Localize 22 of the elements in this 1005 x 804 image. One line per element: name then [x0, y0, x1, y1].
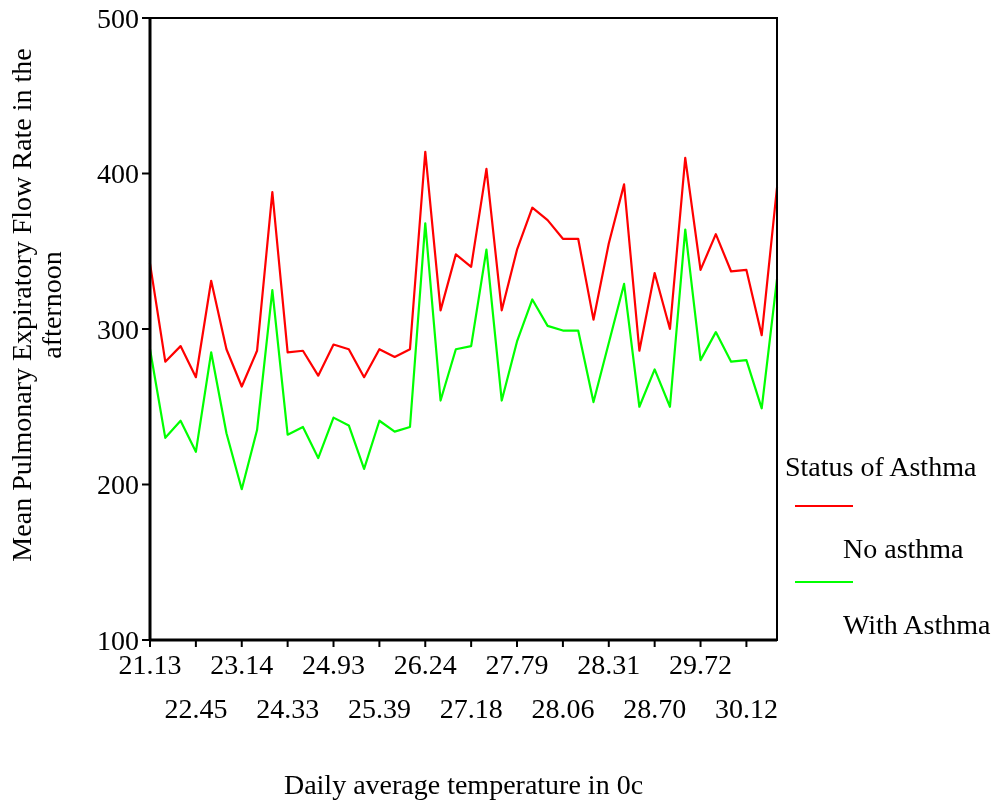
y-axis-title: Mean Pulmonary Expiratory Flow Rate in the afternoon — [6, 48, 67, 562]
y-tick-label: 300 — [97, 313, 139, 345]
x-tick-label: 29.72 — [669, 649, 733, 680]
x-tick-label: 23.14 — [210, 649, 274, 680]
y-tick-label: 200 — [97, 469, 139, 501]
x-tick-label: 28.70 — [623, 693, 687, 724]
y-tick-label: 400 — [97, 158, 139, 190]
x-tick-label: 27.18 — [439, 693, 503, 724]
x-tick-label: 28.06 — [531, 693, 595, 724]
legend-title: Status of Asthma — [785, 451, 977, 482]
x-tick-label: 27.79 — [485, 649, 549, 680]
x-tick-label: 28.31 — [577, 649, 641, 680]
x-tick-label: 30.12 — [714, 693, 778, 724]
legend-label: With Asthma — [843, 609, 991, 640]
legend-label: No asthma — [843, 533, 965, 564]
x-tick-label: 26.24 — [393, 649, 457, 680]
x-tick-label: 22.45 — [164, 693, 228, 724]
x-tick-label: 25.39 — [347, 693, 411, 724]
x-axis-title: Daily average temperature in 0c — [283, 769, 644, 800]
x-tick-label: 24.33 — [256, 693, 320, 724]
y-tick-label: 500 — [97, 2, 139, 34]
x-tick-label: 24.93 — [302, 649, 366, 680]
